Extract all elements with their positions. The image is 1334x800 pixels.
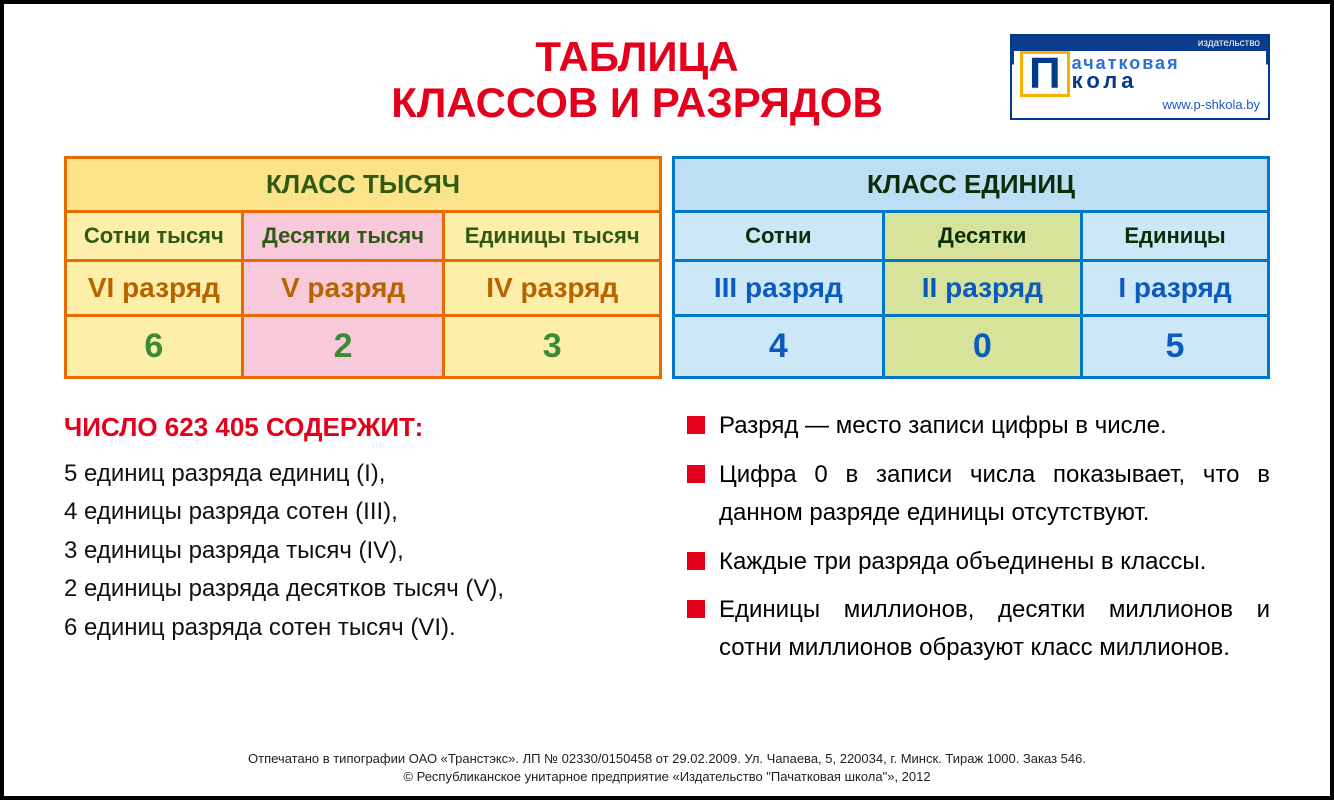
rank-cell: II разряд [883,261,1081,316]
rank-cell: IV разряд [444,261,661,316]
example-breakdown: ЧИСЛО 623 405 СОДЕРЖИТ: 5 единиц разряда… [64,407,647,677]
col-label: Сотни [674,212,884,261]
digit-cell: 3 [444,316,661,378]
col-label: Единицы тысяч [444,212,661,261]
definitions: Разряд — место записи цифры в числе. Циф… [687,407,1270,677]
digit-cell: 6 [66,316,243,378]
example-line: 6 единиц разряда сотен тысяч (VI). [64,609,647,647]
logo-letter: П [1020,51,1070,97]
title-line-1: ТАБЛИЦА [264,34,1010,80]
definition-text: Единицы миллионов, десятки миллионов и с… [719,591,1270,668]
digit-cell: 0 [883,316,1081,378]
rank-cell: VI разряд [66,261,243,316]
example-line: 2 единицы разряда десятков тысяч (V), [64,570,647,608]
col-label: Единицы [1081,212,1268,261]
footer-line-1: Отпечатано в типографии ОАО «Транстэкс».… [4,750,1330,768]
table-units: КЛАСС ЕДИНИЦ Сотни Десятки Единицы III р… [672,156,1270,379]
bullet-icon [687,416,705,434]
rank-cell: III разряд [674,261,884,316]
logo-url: www.p-shkola.by [1014,97,1266,116]
table-thousands: КЛАСС ТЫСЯЧ Сотни тысяч Десятки тысяч Ед… [64,156,662,379]
col-label: Десятки тысяч [242,212,444,261]
bullet-icon [687,600,705,618]
example-line: 5 единиц разряда единиц (I), [64,455,647,493]
digit-cell: 4 [674,316,884,378]
footer: Отпечатано в типографии ОАО «Транстэкс».… [4,750,1330,786]
tables: КЛАСС ТЫСЯЧ Сотни тысяч Десятки тысяч Ед… [64,156,1270,379]
digit-cell: 5 [1081,316,1268,378]
definition-text: Цифра 0 в записи числа показывает, что в… [719,456,1270,533]
definition-text: Каждые три разряда объединены в классы. [719,543,1206,581]
example-line: 3 единицы разряда тысяч (IV), [64,532,647,570]
col-label: Десятки [883,212,1081,261]
bullet-icon [687,552,705,570]
footer-line-2: © Республиканское унитарное предприятие … [4,768,1330,786]
table-right-header: КЛАСС ЕДИНИЦ [674,158,1269,212]
title-line-2: КЛАССОВ И РАЗРЯДОВ [264,80,1010,126]
publisher-logo: издательство П ачатковая кола www.p-shko… [1010,34,1270,120]
rank-cell: I разряд [1081,261,1268,316]
page-title: ТАБЛИЦА КЛАССОВ И РАЗРЯДОВ [264,34,1010,126]
digit-cell: 2 [242,316,444,378]
example-line: 4 единицы разряда сотен (III), [64,493,647,531]
col-label: Сотни тысяч [66,212,243,261]
bullet-icon [687,465,705,483]
table-left-header: КЛАСС ТЫСЯЧ [66,158,661,212]
example-heading: ЧИСЛО 623 405 СОДЕРЖИТ: [64,407,647,449]
definition-text: Разряд — место записи цифры в числе. [719,407,1167,445]
rank-cell: V разряд [242,261,444,316]
